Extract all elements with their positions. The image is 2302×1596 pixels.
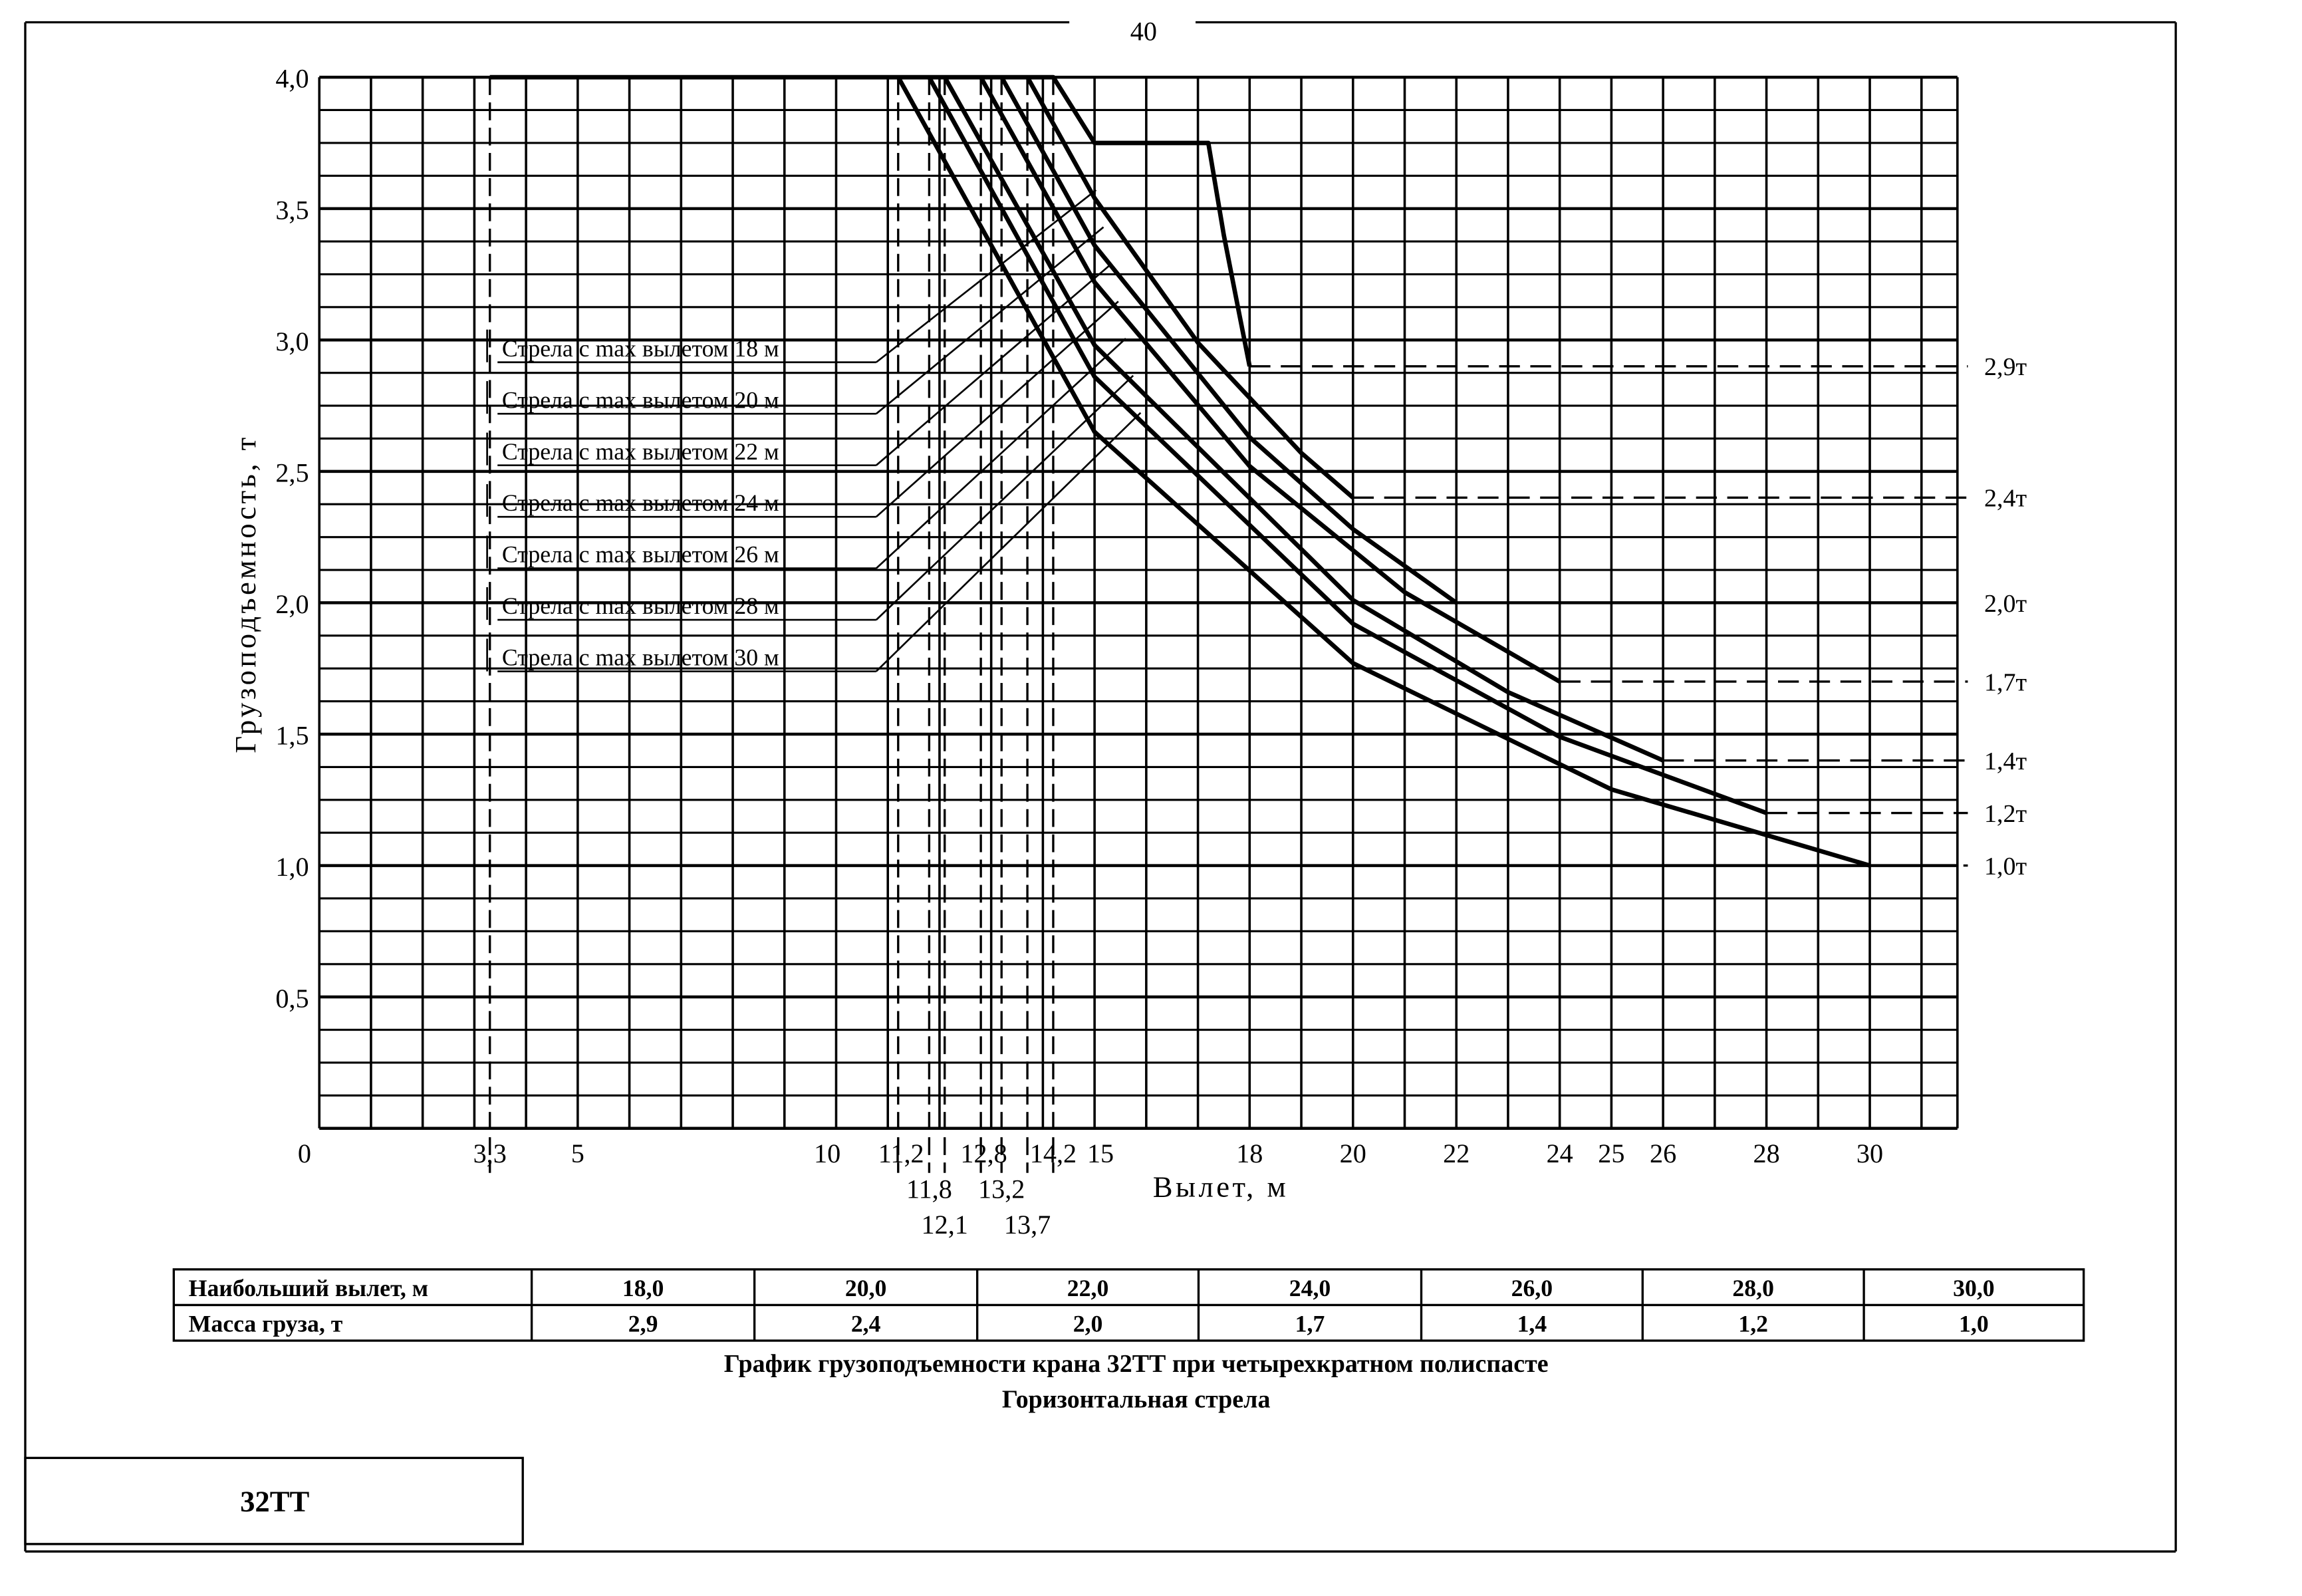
page-number: 40: [1130, 16, 1157, 46]
x-tick-label: 11,2: [878, 1138, 924, 1168]
series-line-24m: [979, 76, 1561, 684]
table-cell: 24,0: [1289, 1275, 1331, 1301]
summary-table-text: Наибольший вылет, м Масса груза, т 18,0 20,…: [189, 1275, 1995, 1337]
table-cell: 26,0: [1511, 1275, 1553, 1301]
table-row-header: Масса груза, т: [189, 1311, 343, 1337]
chart-labels: Стрела с max вылетом 18 м Стрела с max вы…: [275, 64, 2027, 1240]
series-line-18m: [489, 74, 1252, 367]
caption-line-1: График грузоподъемности крана 32ТТ при ч…: [724, 1350, 1549, 1378]
series-label: Стрела с max вылетом 28 м: [502, 593, 779, 619]
x-tick-label: 18: [1236, 1138, 1263, 1168]
y-tick-label: 2,5: [275, 458, 309, 487]
y-tick-label: 1,5: [275, 721, 309, 751]
table-cell: 22,0: [1067, 1275, 1109, 1301]
x-tick-label: 15: [1087, 1138, 1114, 1168]
table-cell: 2,9: [628, 1311, 658, 1337]
series-line-20m: [1025, 76, 1354, 499]
stamp-box: [24, 1456, 524, 1545]
table-cell: 20,0: [845, 1275, 887, 1301]
series-label: Стрела с max вылетом 20 м: [502, 386, 779, 413]
load-limit-label: 1,4т: [1984, 747, 2027, 775]
series-leader-line: [875, 263, 1112, 466]
x-tick-label: 13,2: [978, 1174, 1025, 1204]
page-frame: [24, 21, 2177, 1553]
load-limit-label: 2,9т: [1984, 353, 2027, 381]
table-cell: 1,0: [1959, 1311, 1989, 1337]
table-cell: 1,4: [1517, 1311, 1547, 1337]
y-tick-label: 3,0: [275, 327, 309, 356]
series-leader-line: [875, 374, 1134, 621]
y-tick-label: 2,0: [275, 589, 309, 619]
caption-line-2: Горизонтальная стрела: [1002, 1385, 1271, 1413]
series-leader-line: [875, 301, 1119, 518]
load-limit-label: 2,0т: [1984, 590, 2027, 618]
series-leader-line: [875, 189, 1097, 363]
series-leader-line: [875, 338, 1126, 569]
x-tick-label: 13,7: [1004, 1210, 1051, 1240]
x-tick-label: 25: [1598, 1138, 1624, 1168]
series-label: Стрела с max вылетом 24 м: [502, 489, 779, 516]
x-tick-label: 11,8: [906, 1174, 952, 1204]
x-tick-label: 3,3: [473, 1138, 507, 1168]
x-tick-label: 22: [1443, 1138, 1470, 1168]
x-tick-label: 24: [1547, 1138, 1573, 1168]
y-tick-label: 4,0: [275, 64, 309, 94]
x-tick-label: 0: [298, 1138, 311, 1168]
x-axis-label: Вылет, м: [1153, 1170, 1289, 1203]
chart-marks: [486, 74, 1968, 1173]
load-limit-label: 1,2т: [1984, 800, 2027, 828]
series-line-22m: [999, 76, 1458, 605]
y-tick-label: 0,5: [275, 984, 309, 1013]
series-label: Стрела с max вылетом 18 м: [502, 335, 779, 362]
table-cell: 1,2: [1738, 1311, 1768, 1337]
series-label: Стрела с max вылетом 26 м: [502, 541, 779, 568]
series-label: Стрела с max вылетом 30 м: [502, 644, 779, 671]
load-limit-label: 2,4т: [1984, 485, 2027, 513]
series-leader-line: [875, 226, 1104, 415]
table-cell: 2,4: [851, 1311, 881, 1337]
x-tick-label: 10: [814, 1138, 840, 1168]
x-tick-label: 30: [1856, 1138, 1883, 1168]
table-cell: 1,7: [1295, 1311, 1325, 1337]
y-tick-label: 1,0: [275, 852, 309, 882]
table-cell: 18,0: [622, 1275, 664, 1301]
chart-grid: [318, 75, 1959, 1130]
table-row-header: Наибольший вылет, м: [189, 1275, 428, 1301]
y-axis-label: Грузоподъемность, т: [229, 434, 262, 753]
x-tick-label: 20: [1340, 1138, 1366, 1168]
series-label: Стрела с max вылетом 22 м: [502, 438, 779, 465]
load-limit-label: 1,0т: [1984, 853, 2027, 880]
series-line-26m: [942, 76, 1664, 763]
x-tick-label: 14,2: [1030, 1138, 1077, 1168]
series-line-30m: [896, 76, 1870, 868]
x-tick-label: 28: [1753, 1138, 1779, 1168]
series-leader-line: [875, 412, 1142, 672]
x-tick-label: 5: [571, 1138, 584, 1168]
table-cell: 30,0: [1953, 1275, 1995, 1301]
y-tick-label: 3,5: [275, 195, 309, 225]
load-limit-label: 1,7т: [1984, 668, 2027, 696]
x-tick-label: 26: [1650, 1138, 1676, 1168]
summary-table: [172, 1268, 2085, 1342]
x-tick-label: 12,8: [960, 1138, 1007, 1168]
series-line-28m: [927, 76, 1767, 815]
stamp-label: 32TT: [240, 1485, 309, 1518]
table-cell: 2,0: [1073, 1311, 1103, 1337]
table-cell: 28,0: [1732, 1275, 1774, 1301]
x-tick-label: 12,1: [922, 1210, 968, 1240]
